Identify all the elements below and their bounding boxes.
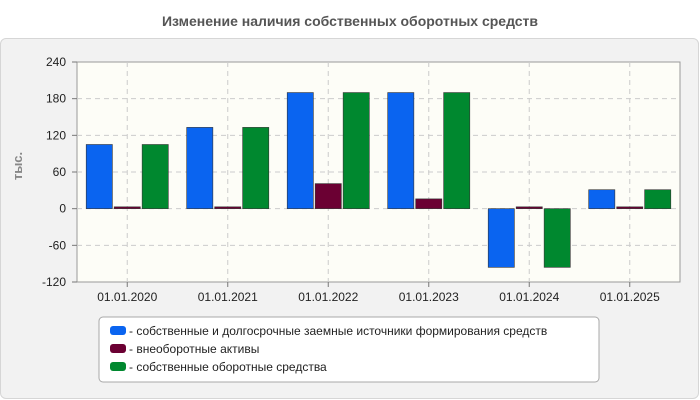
y-axis-label: тыс. [10,152,25,180]
legend-swatch [110,344,126,353]
bar [616,206,644,209]
bar [186,127,214,209]
legend-label: - собственные и долгосрочные заемные ист… [129,324,547,338]
bar [242,127,270,209]
legend-swatch [110,326,126,335]
legend-label: - собственные оборотные средства [129,360,327,374]
grid [77,62,680,282]
y-tick-label: -60 [49,238,67,252]
bars [85,92,672,268]
legend-swatch [110,362,126,371]
bar [644,189,672,209]
y-tick-label: 60 [53,165,67,179]
x-tick-label: 01.01.2023 [399,290,459,304]
bar [141,144,169,209]
bar [415,198,443,209]
x-tick-label: 01.01.2024 [499,290,559,304]
x-tick-label: 01.01.2020 [97,290,157,304]
x-tick-label: 01.01.2022 [298,290,358,304]
bar [314,183,342,209]
y-tick-label: 180 [46,92,66,106]
axes: -120 -60 0 60 120 180 240 01.01.2020 01.01.2021 0… [42,55,660,304]
chart-title: Изменение наличия собственных оборотных … [162,13,538,29]
legend-box [98,316,600,383]
bar [543,208,571,268]
legend-label: - внеоборотные активы [129,342,259,356]
bar [342,92,370,209]
y-tick-label: 0 [59,202,66,216]
y-tick-label: -120 [42,275,66,289]
bar [85,144,113,209]
bar [214,206,242,209]
bar [286,92,314,209]
y-tick-label: 240 [46,55,66,69]
bar [113,206,141,209]
x-tick-label: 01.01.2025 [600,290,660,304]
bar [387,92,415,209]
bar [443,92,471,209]
y-tick-label: 120 [46,128,66,142]
x-tick-label: 01.01.2021 [198,290,258,304]
bar [588,189,616,209]
bar [515,206,543,209]
bar [487,208,515,268]
legend: - собственные и долгосрочные заемные ист… [110,324,547,374]
